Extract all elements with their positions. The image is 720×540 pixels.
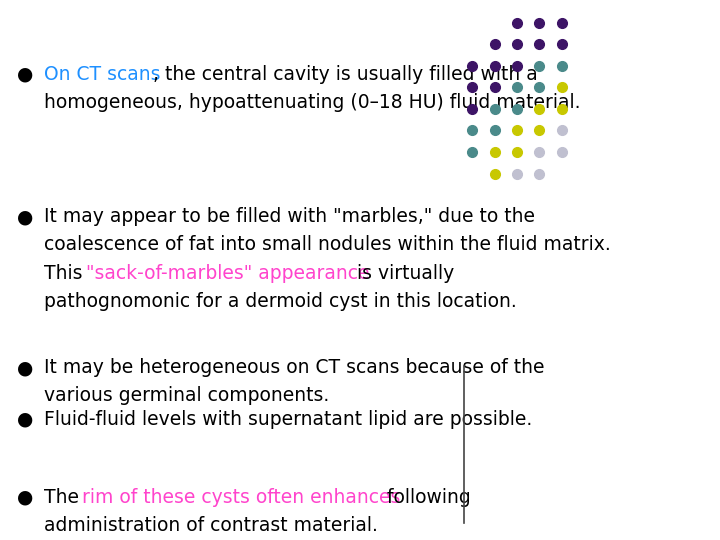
Text: is virtually: is virtually (351, 264, 454, 282)
Text: On CT scans: On CT scans (44, 65, 161, 84)
Text: ●: ● (17, 65, 33, 84)
Text: coalescence of fat into small nodules within the fluid matrix.: coalescence of fat into small nodules wi… (44, 235, 611, 254)
Text: ●: ● (17, 488, 33, 507)
Text: administration of contrast material.: administration of contrast material. (44, 516, 378, 535)
Text: "sack-of-marbles" appearance: "sack-of-marbles" appearance (86, 264, 369, 282)
Text: ●: ● (17, 409, 33, 429)
Text: various germinal components.: various germinal components. (44, 387, 329, 406)
Text: pathognomonic for a dermoid cyst in this location.: pathognomonic for a dermoid cyst in this… (44, 292, 517, 310)
Text: It may appear to be filled with "marbles," due to the: It may appear to be filled with "marbles… (44, 207, 535, 226)
Text: ●: ● (17, 359, 33, 377)
Text: The: The (44, 488, 85, 507)
Text: Fluid-fluid levels with supernatant lipid are possible.: Fluid-fluid levels with supernatant lipi… (44, 409, 532, 429)
Text: It may be heterogeneous on CT scans because of the: It may be heterogeneous on CT scans beca… (44, 359, 544, 377)
Text: following: following (381, 488, 471, 507)
Text: rim of these cysts often enhances: rim of these cysts often enhances (82, 488, 401, 507)
Text: This: This (44, 264, 89, 282)
Text: , the central cavity is usually filled with a: , the central cavity is usually filled w… (153, 65, 538, 84)
Text: homogeneous, hypoattenuating (0–18 HU) fluid material.: homogeneous, hypoattenuating (0–18 HU) f… (44, 93, 580, 112)
Text: ●: ● (17, 207, 33, 226)
